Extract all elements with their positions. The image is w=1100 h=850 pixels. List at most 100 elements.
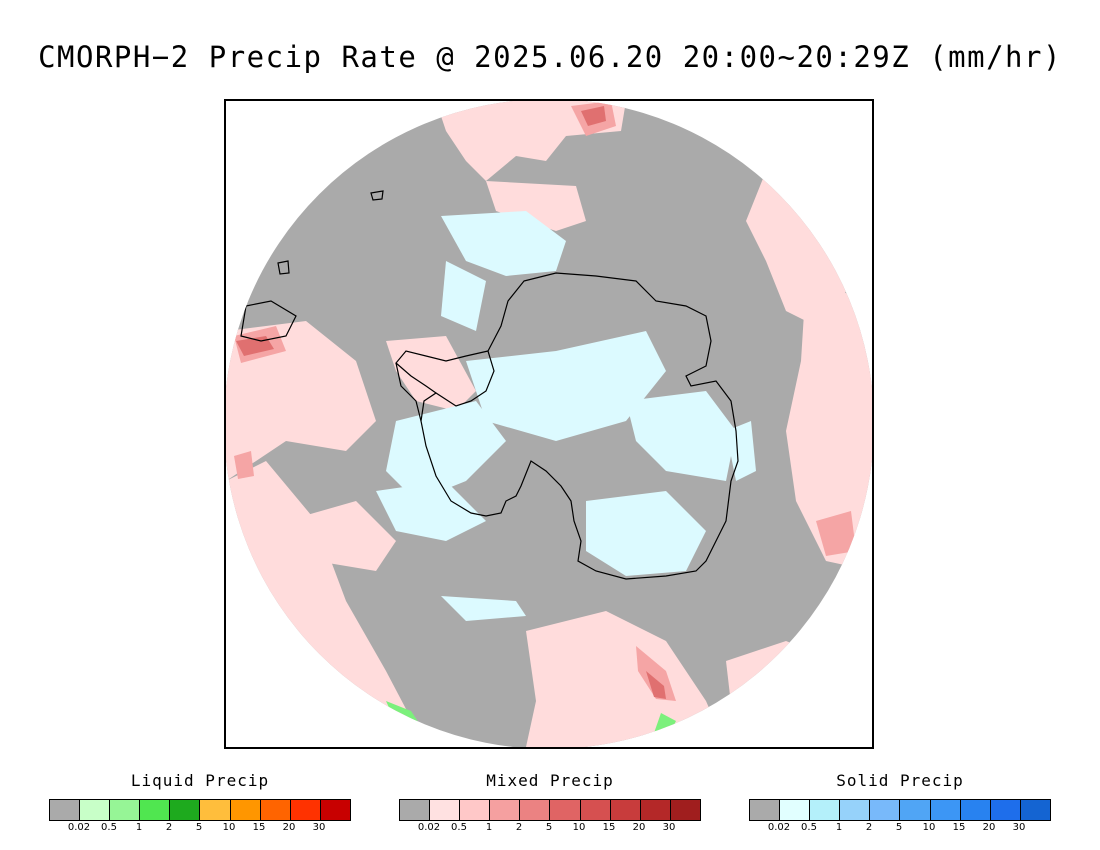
mixed-region-south <box>526 611 726 747</box>
legend-swatch-solid-5 <box>900 800 931 820</box>
legend-swatch-liquid-8 <box>290 800 321 820</box>
legend-swatch-mixed-0 <box>400 800 431 820</box>
legend-mixed-precip: Mixed Precip 0.02 0.5 1 2 5 10 15 20 30 <box>399 770 701 836</box>
legend-tick-mixed: 30 <box>662 822 676 833</box>
mixed-region-peninsula <box>386 336 476 411</box>
solid-precip-regions <box>376 211 756 621</box>
legend-tick-liquid: 5 <box>195 822 203 833</box>
legend-swatch-liquid-1 <box>80 800 111 820</box>
legend-swatch-solid-9 <box>1020 800 1050 820</box>
mixed-region-west <box>226 321 376 481</box>
solid-region-southeast <box>586 491 706 576</box>
solid-region-east <box>626 391 736 481</box>
legend-swatch-mixed-7 <box>610 800 641 820</box>
legend-title-mixed: Mixed Precip <box>486 771 614 790</box>
legend-swatch-solid-1 <box>780 800 811 820</box>
mixed-region-west-mid <box>286 501 396 571</box>
legend-swatch-mixed-8 <box>640 800 671 820</box>
legend-colorbar-mixed <box>399 799 701 821</box>
legend-colorbar-solid <box>749 799 1051 821</box>
legend-tick-mixed: 20 <box>632 822 646 833</box>
antarctic-peninsula-coastline <box>395 350 489 394</box>
legend-swatch-liquid-5 <box>200 800 231 820</box>
legend-tick-liquid: 0.02 <box>67 822 91 833</box>
legend-swatch-mixed-4 <box>520 800 551 820</box>
legend-swatch-solid-7 <box>960 800 991 820</box>
legend-tick-liquid: 15 <box>252 822 266 833</box>
mixed-precip-heavy-regions <box>236 106 666 699</box>
mixed-region-east <box>786 281 872 571</box>
legend-tick-liquid: 2 <box>165 822 173 833</box>
legend-swatch-mixed-1 <box>430 800 461 820</box>
legend-swatch-solid-3 <box>840 800 871 820</box>
legend-swatch-mixed-6 <box>580 800 611 820</box>
legend-tick-solid: 2 <box>865 822 873 833</box>
legend-tick-solid: 10 <box>922 822 936 833</box>
legend-tick-mixed: 0.02 <box>417 822 441 833</box>
legend-liquid-precip: Liquid Precip 0.02 0.5 1 2 5 10 15 20 30 <box>49 770 351 836</box>
legend-swatch-solid-4 <box>870 800 901 820</box>
solid-region-north-arm <box>441 261 486 331</box>
legend-tick-solid: 20 <box>982 822 996 833</box>
legend-title-liquid: Liquid Precip <box>130 771 270 790</box>
mixed-region-southeast <box>726 641 872 747</box>
solid-region-east-coast <box>726 421 756 481</box>
legend-swatch-solid-6 <box>930 800 961 820</box>
mixed-pocket-south <box>636 646 676 701</box>
legend-swatch-solid-0 <box>750 800 781 820</box>
solid-region-south-strip <box>441 596 526 621</box>
map-frame <box>224 99 874 749</box>
legend-ticks-mixed: 0.02 0.5 1 2 5 10 15 20 30 <box>399 822 701 836</box>
legend-tick-solid: 5 <box>895 822 903 833</box>
legend-title-solid: Solid Precip <box>836 771 964 790</box>
mixed-pocket-southwest <box>234 451 254 479</box>
legend-tick-mixed: 15 <box>602 822 616 833</box>
precip-map <box>226 101 872 747</box>
mixed-heavy-west <box>236 336 274 356</box>
legend-tick-mixed: 0.5 <box>451 822 467 833</box>
legend-tick-liquid: 1 <box>135 822 143 833</box>
legend-tick-mixed: 2 <box>515 822 523 833</box>
island-coastline-north <box>370 190 384 201</box>
south-america-coastline <box>240 300 297 342</box>
legend-tick-liquid: 10 <box>222 822 236 833</box>
legend-tick-solid: 30 <box>1012 822 1026 833</box>
solid-region-southwest <box>376 481 486 541</box>
legend-swatch-liquid-9 <box>320 800 350 820</box>
legend-swatch-liquid-6 <box>230 800 261 820</box>
solid-region-north-band <box>441 211 566 276</box>
legend-tick-solid: 0.5 <box>801 822 817 833</box>
mixed-heavy-south <box>646 671 666 699</box>
legend-tick-liquid: 30 <box>312 822 326 833</box>
legend-swatch-liquid-3 <box>140 800 171 820</box>
legend-swatch-solid-2 <box>810 800 841 820</box>
legend-tick-solid: 15 <box>952 822 966 833</box>
legend-tick-solid: 0.02 <box>767 822 791 833</box>
island-coastline-west <box>277 260 290 275</box>
legend-tick-mixed: 10 <box>572 822 586 833</box>
map-disk <box>226 101 872 747</box>
legend-colorbar-liquid <box>49 799 351 821</box>
legend-solid-precip: Solid Precip 0.02 0.5 1 2 5 10 15 20 30 <box>749 770 1051 836</box>
mixed-heavy-north <box>581 106 606 126</box>
page-title: CMORPH−2 Precip Rate @ 2025.06.20 20:00~… <box>38 40 1062 74</box>
mixed-pocket-east <box>816 511 856 556</box>
legend-swatch-mixed-3 <box>490 800 521 820</box>
legend-swatch-mixed-9 <box>670 800 700 820</box>
legend-swatch-mixed-2 <box>460 800 491 820</box>
legend-tick-liquid: 0.5 <box>101 822 117 833</box>
legend-swatch-liquid-2 <box>110 800 141 820</box>
legend-swatch-mixed-5 <box>550 800 581 820</box>
legend-tick-mixed: 1 <box>485 822 493 833</box>
legend-swatch-solid-8 <box>990 800 1021 820</box>
legend-ticks-solid: 0.02 0.5 1 2 5 10 15 20 30 <box>749 822 1051 836</box>
legend-swatch-liquid-7 <box>260 800 291 820</box>
legend-tick-solid: 1 <box>835 822 843 833</box>
legend-tick-mixed: 5 <box>545 822 553 833</box>
peninsula-islands-coastline <box>395 362 422 422</box>
solid-region-center <box>466 331 666 441</box>
solid-region-west <box>386 401 506 501</box>
legend-tick-liquid: 20 <box>282 822 296 833</box>
legend-swatch-liquid-0 <box>50 800 81 820</box>
legend-ticks-liquid: 0.02 0.5 1 2 5 10 15 20 30 <box>49 822 351 836</box>
